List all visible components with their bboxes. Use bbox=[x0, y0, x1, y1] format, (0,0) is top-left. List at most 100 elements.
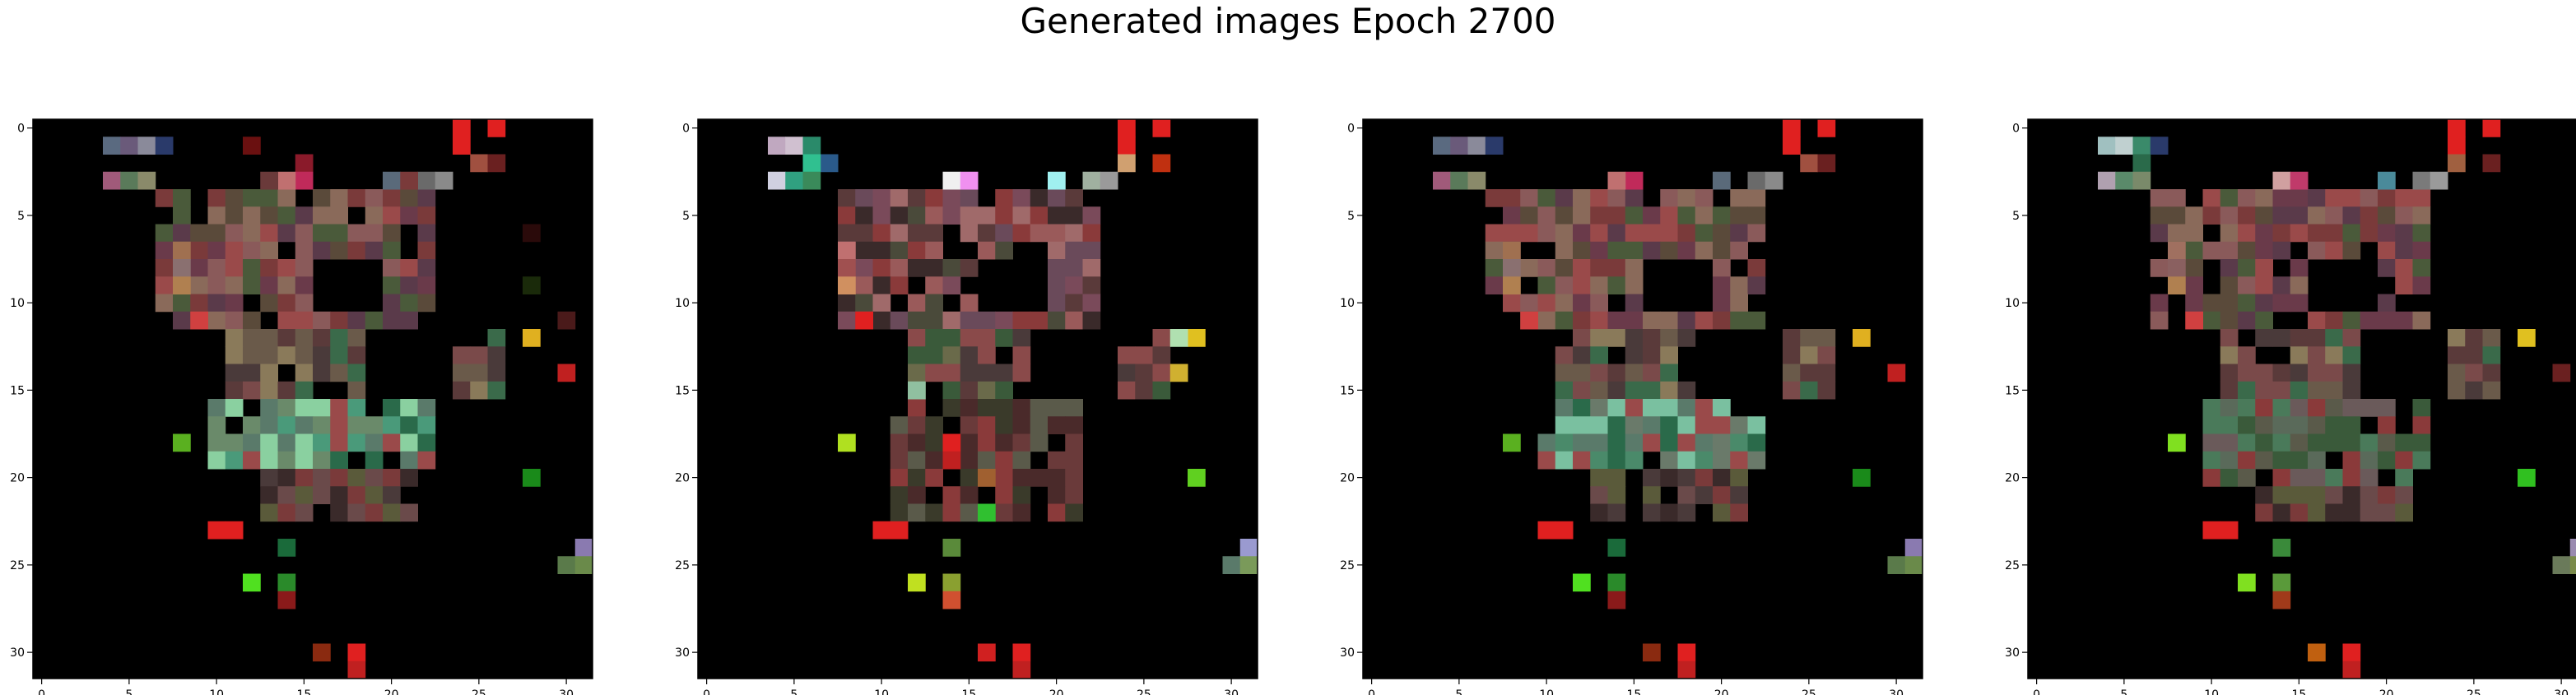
pixel bbox=[942, 189, 961, 207]
pixel bbox=[995, 364, 1013, 382]
x-tick-label: 30 bbox=[1224, 688, 1239, 695]
pixel bbox=[1677, 329, 1696, 347]
pixel bbox=[1065, 241, 1083, 260]
x-tick-label: 15 bbox=[2291, 688, 2306, 695]
pixel bbox=[2272, 364, 2291, 382]
pixel bbox=[365, 206, 384, 225]
pixel bbox=[1783, 329, 1801, 347]
pixel bbox=[2150, 224, 2169, 243]
pixel bbox=[2325, 486, 2343, 504]
pixel bbox=[1537, 259, 1556, 277]
pixel bbox=[1695, 399, 1713, 417]
pixel bbox=[1537, 433, 1556, 452]
pixel bbox=[978, 241, 996, 260]
pixel bbox=[1118, 119, 1136, 137]
pixel bbox=[1590, 433, 1608, 452]
axes-frame bbox=[697, 118, 1258, 679]
pixel bbox=[2220, 346, 2239, 364]
pixel bbox=[347, 329, 366, 347]
pixel bbox=[277, 171, 296, 190]
pixel bbox=[2098, 171, 2116, 190]
pixel bbox=[1537, 311, 1556, 330]
pixel bbox=[1607, 189, 1626, 207]
pixel bbox=[2290, 189, 2309, 207]
pixel bbox=[1048, 469, 1066, 487]
pixel bbox=[908, 346, 926, 364]
pixel bbox=[1030, 206, 1049, 225]
pixel bbox=[908, 416, 926, 434]
pixel bbox=[2255, 206, 2273, 225]
pixel bbox=[365, 433, 384, 452]
pixel bbox=[243, 381, 261, 400]
pixel bbox=[838, 433, 856, 452]
pixel bbox=[855, 259, 873, 277]
x-tick-label: 25 bbox=[1137, 688, 1151, 695]
pixel bbox=[1590, 206, 1608, 225]
pixel bbox=[960, 294, 979, 313]
pixel bbox=[383, 416, 401, 434]
pixel bbox=[2202, 294, 2221, 313]
y-tick-label: 10 bbox=[2005, 297, 2020, 310]
pixel bbox=[225, 241, 244, 260]
pixel bbox=[2412, 276, 2431, 294]
pixel bbox=[1590, 311, 1608, 330]
pixel bbox=[1503, 206, 1521, 225]
pixel bbox=[2325, 241, 2343, 260]
pixel bbox=[1713, 241, 1731, 260]
pixel bbox=[1660, 399, 1678, 417]
pixel bbox=[942, 206, 961, 225]
pixel bbox=[2202, 206, 2221, 225]
pixel bbox=[2448, 154, 2466, 173]
pixel bbox=[2482, 119, 2501, 137]
pixel bbox=[347, 486, 366, 504]
pixel bbox=[855, 189, 873, 207]
pixel bbox=[1555, 259, 1574, 277]
pixel bbox=[1695, 433, 1713, 452]
pixel bbox=[995, 206, 1013, 225]
pixel bbox=[295, 241, 314, 260]
pixel bbox=[2552, 364, 2571, 382]
pixel bbox=[383, 503, 401, 522]
pixel bbox=[2238, 451, 2256, 470]
pixel bbox=[2132, 171, 2151, 190]
pixel bbox=[1643, 416, 1661, 434]
pixel bbox=[942, 486, 961, 504]
pixel bbox=[295, 346, 314, 364]
pixel bbox=[2448, 346, 2466, 364]
pixel bbox=[978, 346, 996, 364]
pixel bbox=[2255, 224, 2273, 243]
pixel bbox=[2360, 206, 2378, 225]
pixel bbox=[260, 171, 278, 190]
x-tick-label: 30 bbox=[1889, 688, 1904, 695]
pixel bbox=[1590, 329, 1608, 347]
pixel bbox=[243, 433, 261, 452]
x-tick-label: 10 bbox=[209, 688, 224, 695]
pixel bbox=[908, 451, 926, 470]
pixel bbox=[1590, 486, 1608, 504]
pixel bbox=[1677, 311, 1696, 330]
pixel bbox=[557, 364, 576, 382]
pixel bbox=[1450, 137, 1468, 155]
pixel bbox=[1677, 433, 1696, 452]
pixel bbox=[2342, 451, 2361, 470]
pixel bbox=[1677, 451, 1696, 470]
pixel bbox=[978, 364, 996, 382]
pixel bbox=[908, 469, 926, 487]
pixel bbox=[2238, 346, 2256, 364]
pixel bbox=[2272, 399, 2291, 417]
pixel bbox=[277, 399, 296, 417]
pixel bbox=[347, 381, 366, 400]
pixel bbox=[2308, 241, 2326, 260]
pixel bbox=[137, 171, 156, 190]
pixel bbox=[942, 503, 961, 522]
pixel bbox=[995, 399, 1013, 417]
pixel bbox=[313, 643, 331, 662]
pixel bbox=[295, 503, 314, 522]
pixel bbox=[1485, 224, 1504, 243]
pixel bbox=[1747, 276, 1766, 294]
pixel bbox=[925, 276, 943, 294]
pixel bbox=[1677, 486, 1696, 504]
pixel bbox=[1573, 276, 1591, 294]
pixel bbox=[995, 241, 1013, 260]
pixel bbox=[417, 276, 436, 294]
